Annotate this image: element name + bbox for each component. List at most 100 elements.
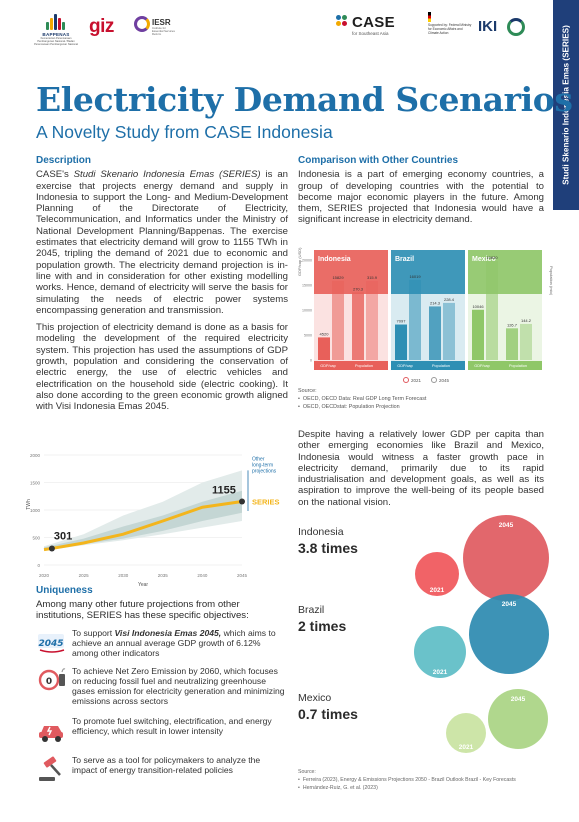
country-name: Mexico (298, 692, 332, 704)
objective-1-lead: To support (72, 627, 115, 638)
country-label: Indonesia (318, 256, 351, 263)
y-tick-label: 15000 (302, 284, 312, 288)
growth-multiplier: 0.7 times (298, 706, 358, 722)
growth-bubble-chart: 2021 2045 2021 2045 2021 2045 (296, 510, 556, 770)
y-tick-label: 5000 (304, 334, 312, 338)
y-tick-label: 1000 (30, 508, 41, 513)
country-map-band (314, 250, 388, 294)
uniqueness-intro: Among many other future projections from… (36, 599, 249, 622)
mexico-2045-bubble-label: 2045 (511, 696, 526, 703)
gdp-2045-bar (332, 280, 344, 360)
population-2021-value: 214.3 (430, 300, 441, 305)
demand-projection-svg: 0 500 1000 1500 2000 2020 2025 2030 2035 2040 2045… (26, 453, 280, 588)
y-tick-label: 10000 (302, 309, 312, 313)
brazil-2021-bubble (414, 626, 466, 678)
german-flag-icon (428, 12, 431, 22)
country-map-band (468, 250, 542, 294)
projection-band-inner (44, 490, 242, 550)
country-footer (468, 361, 542, 370)
objective-item: 0 To achieve Net Zero Emission by 2060, … (36, 666, 286, 716)
sources-label: Source: (298, 388, 317, 394)
uniqueness-heading: Uniqueness (36, 585, 93, 596)
country-name: Indonesia (298, 526, 344, 538)
description-section: Description CASE's Studi Skenario Indone… (36, 155, 288, 419)
chart-sources: Source: OECD, OECD Data: Real GDP Long T… (298, 387, 426, 411)
other-projections-label: projections (252, 469, 277, 475)
gdp-2021-value: 10046 (472, 304, 484, 309)
population-category-label: Population (432, 364, 450, 368)
projection-band-outer (44, 470, 242, 551)
electric-car-icon (36, 716, 68, 744)
giz-logo: giz (89, 16, 114, 37)
brazil-2045-bubble-label: 2045 (502, 601, 517, 608)
case-subtitle: for Southeast Asia (352, 31, 389, 36)
gdp-2045-bar (409, 279, 421, 360)
mexico-2021-bubble-label: 2021 (459, 744, 474, 751)
country-brazil: Brazil 2 times (298, 604, 346, 634)
y-tick-label: 20000 (302, 259, 312, 263)
gdp-2021-bar (318, 337, 330, 360)
objective-4-text: To serve as a tool for policymakers to a… (72, 754, 261, 775)
population-2045-value: 144.2 (521, 318, 532, 323)
y-tick-label: 500 (32, 536, 40, 541)
description-p1-body: is an exercise that projects energy dema… (36, 169, 288, 316)
side-tab: Studi Skenario Indonesia Emas (SERIES) (553, 0, 579, 210)
uniqueness-section: Uniqueness Among many other future proje… (36, 585, 286, 793)
x-tick-label: 2035 (158, 573, 169, 578)
bappenas-wordmark: BAPPENAS (42, 32, 70, 37)
description-heading: Description (36, 155, 92, 166)
series-legend-label: SERIES (252, 497, 280, 506)
source-item: Ferreira (2023), Energy & Emissions Proj… (298, 776, 516, 784)
iki-ring-icon (507, 18, 525, 36)
description-paragraph-1: CASE's Studi Skenario Indonesia Emas (SE… (36, 169, 288, 316)
gdp-2045-bar (486, 260, 498, 360)
objective-1-body: which aims to achieve an annual average … (72, 627, 276, 658)
y-tick-label: 0 (310, 359, 312, 363)
bappenas-subtitle: Kementerian Perencanaan Pembangunan Nasi… (34, 37, 78, 46)
iesr-subtitle: Institute for Essential Services Reform (152, 26, 175, 36)
gdp-2045-value: 19830 (486, 255, 498, 260)
source-item: OECD, OECDstat: Population Projection (298, 403, 426, 411)
country-footer (391, 361, 465, 370)
gavel-icon (36, 755, 68, 783)
description-p1-lead: CASE's (36, 169, 74, 181)
population-2021-value: 126.7 (507, 322, 518, 327)
indonesia-2021-bubble-label: 2021 (430, 587, 445, 594)
country-name: Brazil (298, 604, 325, 616)
comparison-paragraph-2: Despite having a relatively lower GDP pe… (298, 429, 544, 508)
x-tick-label: 2040 (197, 573, 208, 578)
series-end-point (239, 498, 245, 505)
brazil-2021-bubble-label: 2021 (433, 669, 448, 676)
brazil-2045-bubble (469, 594, 549, 674)
legend-2021-label: 2021 (411, 378, 422, 383)
country-footer (314, 361, 388, 370)
legend-2045-label: 2045 (439, 378, 450, 383)
gdp-2021-bar (395, 324, 407, 360)
iki-wordmark: IKI (478, 18, 498, 35)
country-indonesia: Indonesia 3.8 times (298, 526, 358, 556)
bottom-sources-label: Source: (298, 769, 316, 775)
y-tick-label: 2000 (30, 453, 41, 458)
objective-item: 2045 To support Visi Indonesia Emas 2045… (36, 628, 286, 666)
iki-logo: IKI (478, 18, 525, 36)
country-mexico: Mexico 0.7 times (298, 692, 358, 722)
gdp-2045-value: 16019 (409, 274, 421, 279)
comparison-section: Comparison with Other Countries Indonesi… (298, 155, 544, 226)
description-p1-emphasis: Studi Skenario Indonesia Emas (SERIES) (73, 169, 261, 181)
series-end-label: 1155 (212, 484, 236, 496)
gdp-category-label: GDP/cap (474, 364, 489, 368)
bappenas-logo: BAPPENAS Kementerian Perencanaan Pembang… (34, 12, 78, 52)
objective-item: To serve as a tool for policymakers to a… (36, 755, 286, 793)
gdp-category-label: GDP/cap (397, 364, 412, 368)
iesr-logo: IESR Institute for Essential Services Re… (134, 14, 175, 42)
iesr-wordmark: IESR (152, 18, 171, 27)
svg-text:0: 0 (46, 677, 52, 687)
case-dots-icon (336, 15, 350, 29)
case-logo: CASE for Southeast Asia (336, 14, 395, 36)
y-tick-label: 0 (37, 563, 40, 568)
page-title: Electricity Demand Scenarios (36, 80, 573, 119)
x-axis-label: Year (138, 582, 148, 587)
demand-projection-chart: 0 500 1000 1500 2000 2020 2025 2030 2035 2040 2045… (22, 447, 294, 588)
objective-1-emphasis: Visi Indonesia Emas 2045, (114, 627, 222, 638)
population-2021-value: 270.3 (353, 286, 364, 291)
